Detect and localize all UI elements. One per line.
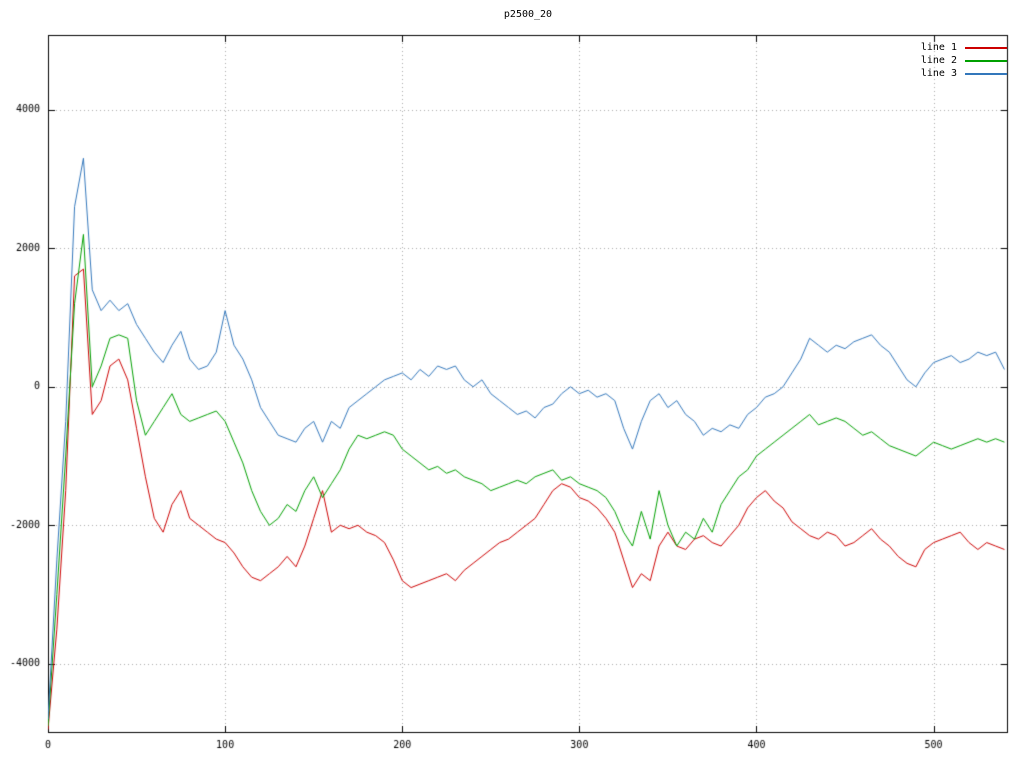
legend-item: line 1 bbox=[921, 41, 1007, 54]
legend-label-line3: line 3 bbox=[920, 68, 957, 79]
legend: line 1 line 2 line 3 bbox=[921, 41, 1007, 80]
legend-line-sample-line3 bbox=[965, 72, 1007, 75]
legend-line-sample-line1 bbox=[965, 46, 1007, 49]
legend-item: line 3 bbox=[921, 67, 1007, 80]
legend-line-sample-line2 bbox=[965, 59, 1007, 62]
legend-label-line2: line 2 bbox=[920, 55, 957, 66]
chart-title: p2500_20 bbox=[503, 9, 553, 20]
legend-item: line 2 bbox=[921, 54, 1007, 67]
legend-label-line1: line 1 bbox=[920, 42, 957, 53]
